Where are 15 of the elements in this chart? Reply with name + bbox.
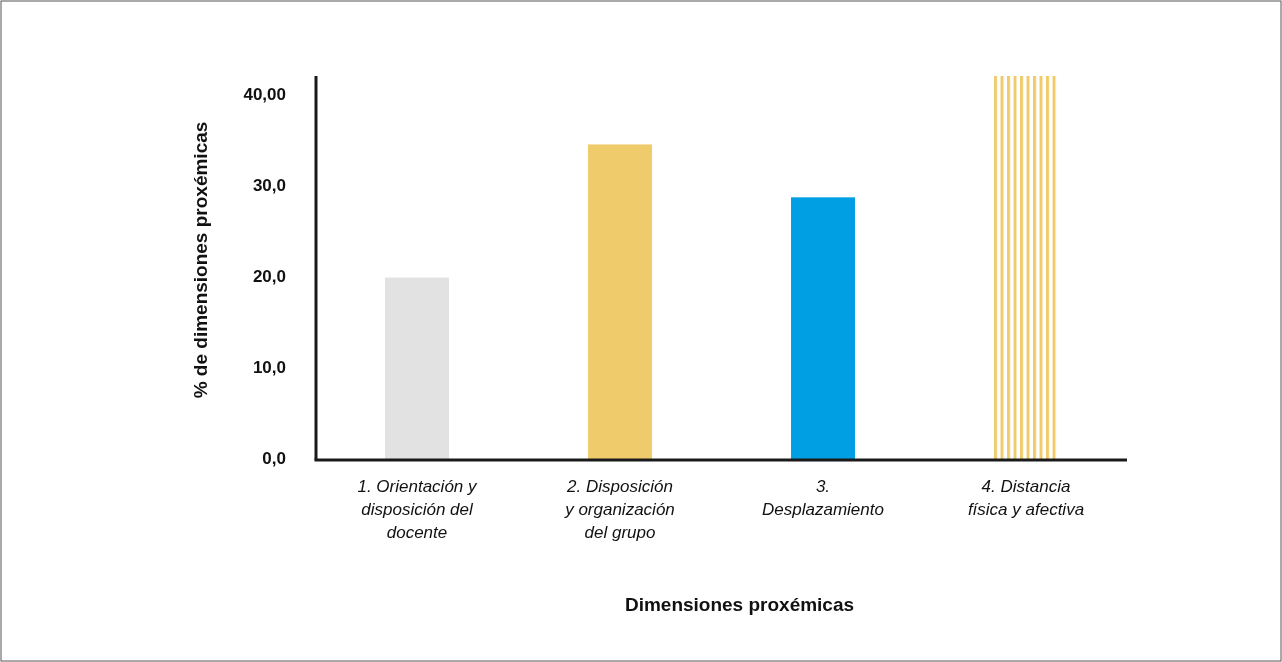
x-axis-title: Dimensiones proxémicas [624, 594, 855, 615]
x-tick-label: 3. Desplazamiento [762, 477, 884, 519]
x-tick-label: 1. Orientación y disposición del docente [357, 477, 479, 542]
bar [791, 197, 855, 460]
y-tick-label: 30,0 [252, 175, 286, 195]
y-tick-label: 0,0 [262, 449, 286, 469]
y-tick-label: 10,0 [252, 358, 286, 378]
y-tick-label: 40,00 [243, 84, 286, 104]
bar [588, 144, 652, 460]
x-tick-label: 2. Disposición y organización del grupo [564, 477, 675, 542]
y-tick-label: 20,0 [252, 267, 286, 287]
bar [385, 277, 449, 460]
y-axis-title: % de dimensiones proxémicas [190, 121, 211, 399]
x-tick-label: 4. Distancia física y afectiva [967, 477, 1085, 519]
bar [994, 76, 1058, 460]
